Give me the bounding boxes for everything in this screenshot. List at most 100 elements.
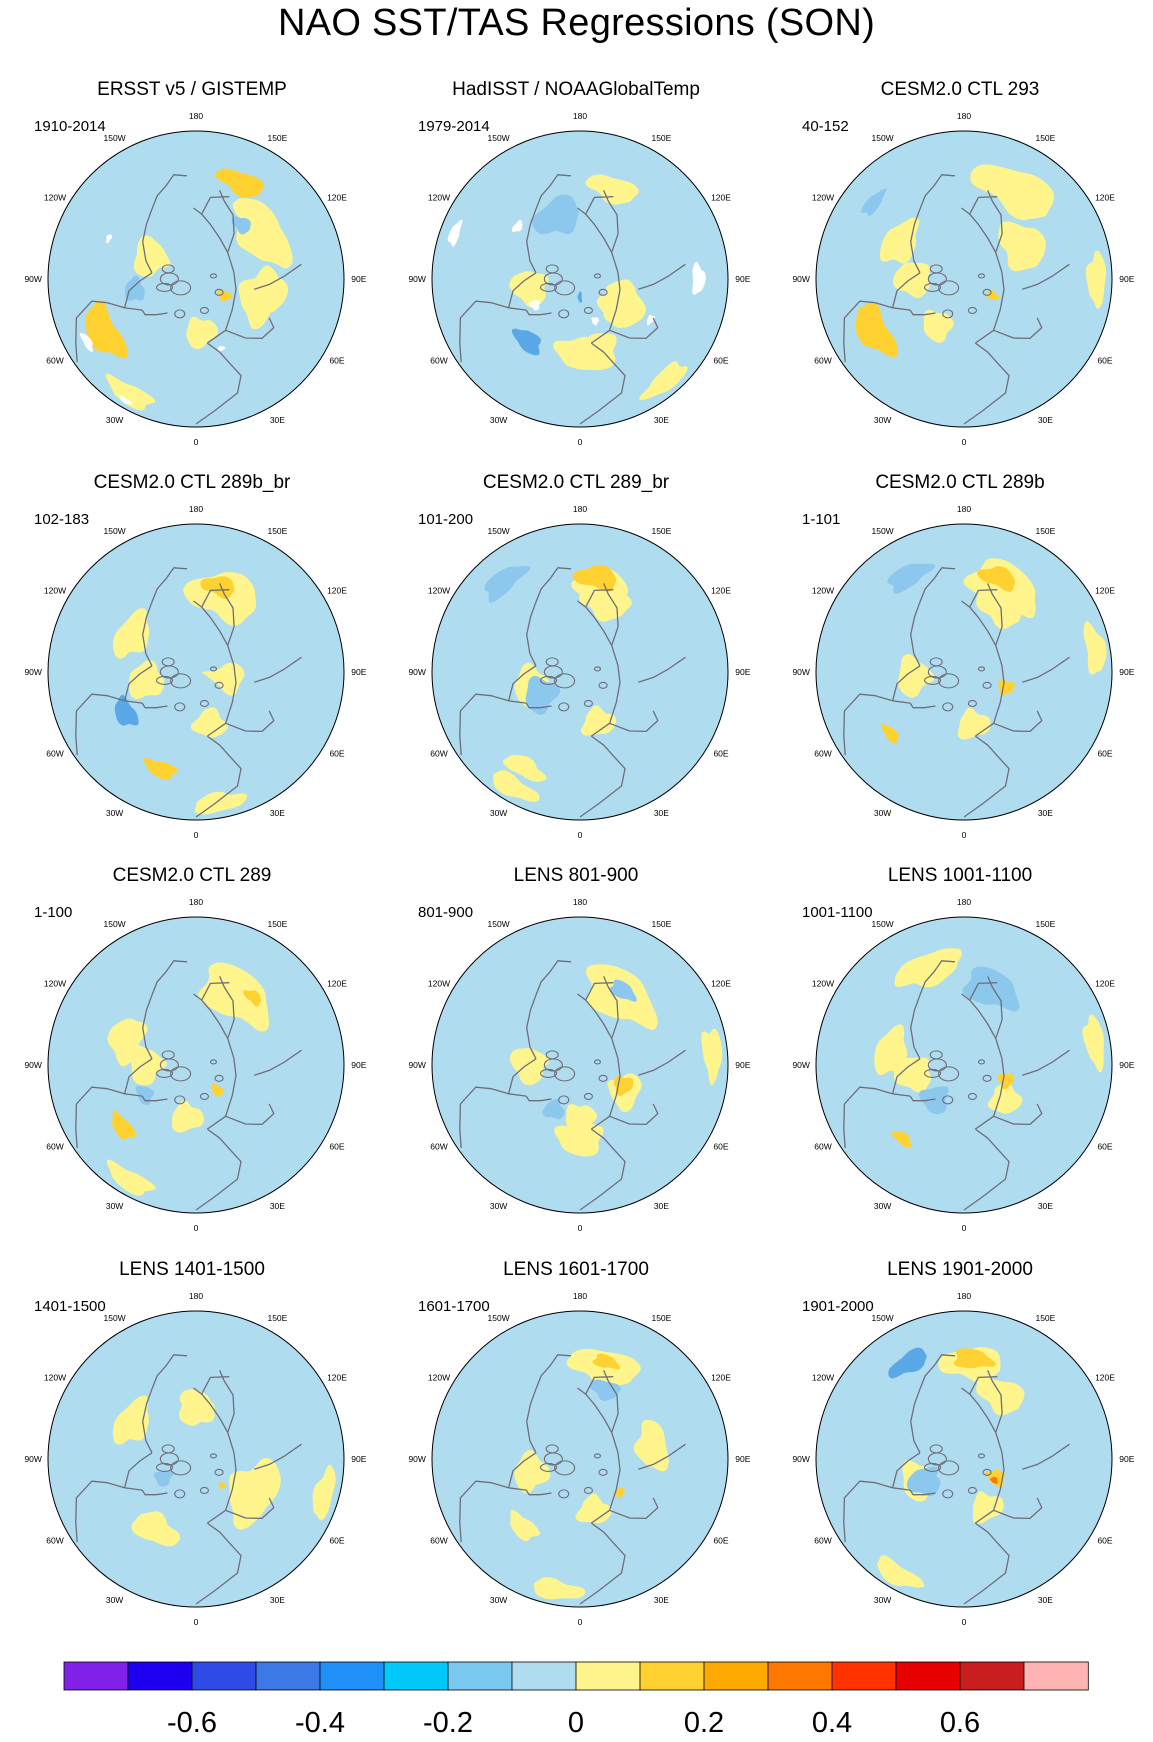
longitude-label: 150E (267, 919, 287, 929)
coastline (967, 1486, 977, 1495)
longitude-label: 60W (814, 1535, 831, 1545)
longitude-label: 0 (578, 437, 583, 447)
contour-fill (112, 1395, 149, 1445)
coastline (155, 1068, 174, 1078)
longitude-label: 150E (1035, 526, 1055, 536)
panel-title: LENS 801-900 (513, 865, 639, 886)
longitude-label: 90E (1119, 274, 1134, 284)
longitude-label: 90W (408, 1060, 425, 1070)
contour-fill (565, 1348, 641, 1389)
longitude-label: 180 (189, 111, 203, 121)
coastline (961, 993, 1005, 1130)
missing-data-area (591, 317, 600, 326)
coastline (910, 960, 956, 1060)
coastline (174, 1095, 186, 1105)
coastline (977, 273, 986, 279)
contour-fill (131, 1511, 181, 1547)
coastline (909, 1489, 936, 1496)
longitude-label: 120E (327, 1373, 347, 1383)
contour-fill (509, 271, 549, 308)
period-label: 1601-1700 (418, 1298, 490, 1315)
coastline (201, 589, 230, 608)
contour-fill (861, 188, 887, 216)
longitude-label: 120W (44, 193, 66, 203)
contour-fill (589, 1379, 621, 1402)
longitude-label: 90E (351, 274, 366, 284)
colorbar-tick-label: -0.6 (167, 1707, 217, 1739)
coastline (982, 1074, 992, 1082)
map-border (815, 1310, 1113, 1608)
longitude-label: 150W (487, 919, 509, 929)
coastline (193, 207, 237, 344)
coastline (982, 288, 992, 296)
coastline (545, 657, 559, 667)
panel-title: LENS 1901-2000 (887, 1259, 1033, 1280)
coastline (545, 1050, 559, 1060)
coastline (977, 1059, 986, 1065)
longitude-label: 90E (351, 1060, 366, 1070)
polar-map: 180 150W 150E 120W 120E 90W 90E 60W 60E 30W 30E 0 (792, 504, 1134, 840)
contour-fill (105, 373, 156, 411)
coastline (967, 1092, 977, 1101)
longitude-label: 120W (428, 586, 450, 596)
coastline (961, 1387, 1005, 1524)
coastline (982, 681, 992, 689)
coastline (969, 589, 998, 608)
longitude-label: 180 (573, 897, 587, 907)
longitude-label: 120W (428, 193, 450, 203)
longitude-label: 30W (874, 808, 891, 818)
coastline (891, 665, 921, 701)
coastline (969, 982, 998, 1001)
coastline (209, 1059, 218, 1065)
colorbar-tick-label: 0 (568, 1707, 584, 1739)
coastline (579, 735, 626, 818)
map-panel: 180 150W 150E 120W 120E 90W 90E 60W 60E 30W 30E 0 LE… (768, 1250, 1152, 1643)
map-disk (48, 917, 344, 1213)
coastline (609, 710, 659, 733)
coastline (929, 657, 943, 667)
coastline (963, 1522, 1010, 1605)
longitude-label: 90E (351, 667, 366, 677)
coastline (195, 342, 242, 425)
coastline (155, 282, 174, 292)
coastline (583, 306, 593, 315)
longitude-label: 120E (711, 193, 731, 203)
coastline (195, 735, 242, 818)
longitude-label: 150W (871, 526, 893, 536)
coastline (170, 1460, 192, 1476)
coastline (545, 1444, 559, 1454)
period-label: 101-200 (418, 511, 474, 528)
coastline (539, 1068, 558, 1078)
longitude-label: 60E (329, 748, 344, 758)
period-label: 801-900 (418, 904, 474, 921)
coastline (199, 1486, 209, 1495)
map-panel: 180 150W 150E 120W 120E 90W 90E 60W 60E 30W 30E 0 ER… (0, 70, 384, 463)
contour-fill (575, 1493, 613, 1524)
coastline (199, 1092, 209, 1101)
colorbar-bin (63, 1661, 129, 1691)
coastline (123, 272, 153, 308)
longitude-label: 60W (814, 748, 831, 758)
longitude-label: 90E (351, 1454, 366, 1464)
coastline (214, 681, 224, 689)
coastline (507, 665, 537, 701)
map-panel: 180 150W 150E 120W 120E 90W 90E 60W 60E 30W 30E 0 LE… (384, 856, 768, 1249)
coastline (142, 960, 188, 1060)
contour-fill (532, 194, 579, 235)
longitude-label: 150E (267, 526, 287, 536)
map-border (47, 523, 345, 821)
coastline (155, 675, 174, 685)
contour-fill (525, 675, 561, 715)
longitude-label: 150W (103, 919, 125, 929)
longitude-label: 180 (573, 504, 587, 514)
coastline (209, 273, 218, 279)
longitude-label: 120E (327, 586, 347, 596)
coastline (195, 1522, 242, 1605)
coastline (141, 1489, 168, 1496)
polar-map: 180 150W 150E 120W 120E 90W 90E 60W 60E 30W 30E 0 (792, 111, 1134, 447)
map-border (431, 1310, 729, 1608)
coastline (579, 1128, 626, 1211)
longitude-label: 60E (329, 1535, 344, 1545)
coastline (142, 174, 188, 274)
missing-data-area (646, 314, 655, 326)
